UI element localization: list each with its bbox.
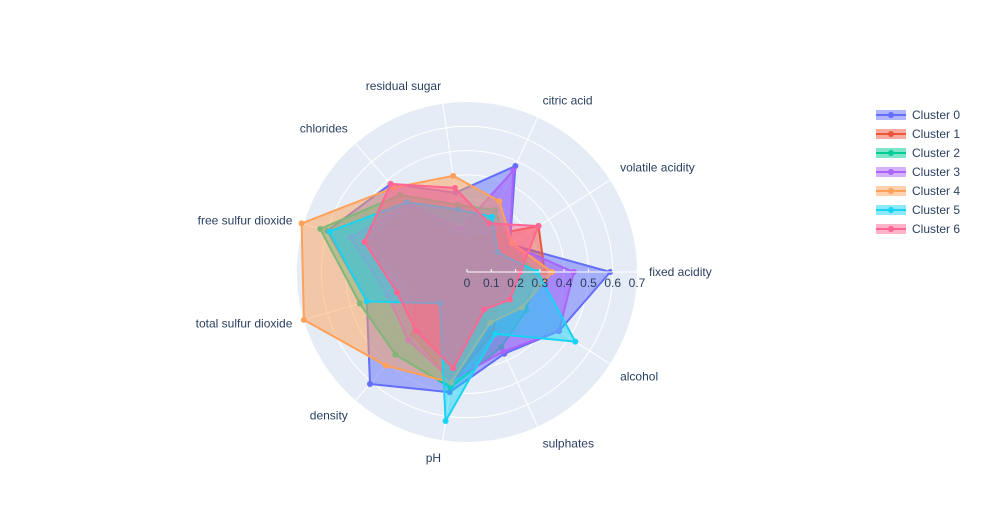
point-cluster-5-alcohol bbox=[572, 338, 579, 345]
axis-label-sulphates: sulphates bbox=[543, 437, 594, 451]
angular-axis-labels: fixed acidity volatile acidity citric acid… bbox=[196, 79, 712, 465]
point-cluster-3-citric-acid bbox=[510, 167, 517, 174]
point-cluster-4-citric-acid bbox=[496, 198, 503, 205]
point-cluster-6-free-sulfur-dioxide bbox=[361, 238, 368, 245]
point-cluster-0-density bbox=[366, 380, 373, 387]
point-cluster-6-total-sulfur-dioxide bbox=[394, 289, 401, 296]
legend: Cluster 0 Cluster 1 Cluster 2 Cluster 3 Clus… bbox=[876, 108, 960, 236]
radial-tick-label: 0.6 bbox=[604, 276, 621, 290]
point-cluster-4-total-sulfur-dioxide bbox=[300, 316, 307, 323]
radial-tick-label: 0.1 bbox=[483, 276, 500, 290]
legend-item-cluster-2: Cluster 2 bbox=[876, 146, 960, 160]
point-cluster-6-citric-acid bbox=[486, 220, 493, 227]
point-cluster-4-density bbox=[382, 362, 389, 369]
legend-label: Cluster 1 bbox=[912, 127, 960, 141]
legend-marker bbox=[888, 131, 894, 137]
legend-marker bbox=[888, 207, 894, 213]
point-cluster-6-density bbox=[413, 327, 420, 334]
point-cluster-4-residual-sugar bbox=[450, 172, 457, 179]
radial-tick-label: 0 bbox=[464, 276, 471, 290]
point-cluster-4-free-sulfur-dioxide bbox=[298, 220, 305, 227]
axis-label-total-sulfur-dioxide: total sulfur dioxide bbox=[196, 316, 293, 330]
radial-tick-label: 0.3 bbox=[532, 276, 549, 290]
axis-label-ph: pH bbox=[426, 451, 441, 465]
radial-axis: 0 0.1 0.2 0.3 0.4 0.5 0.6 0.7 bbox=[464, 269, 646, 290]
axis-label-density: density bbox=[310, 409, 348, 423]
axis-label-free-sulfur-dioxide: free sulfur dioxide bbox=[198, 214, 293, 228]
point-cluster-6-ph bbox=[450, 365, 457, 372]
axis-label-citric-acid: citric acid bbox=[543, 93, 593, 107]
area-cluster-6 bbox=[363, 182, 540, 370]
point-cluster-6-chlorides bbox=[387, 180, 394, 187]
legend-marker bbox=[888, 150, 894, 156]
legend-label: Cluster 4 bbox=[912, 184, 960, 198]
point-cluster-5-sulphates bbox=[492, 330, 499, 337]
radial-tick-label: 0.4 bbox=[556, 276, 573, 290]
point-cluster-6-alcohol bbox=[506, 296, 513, 303]
point-cluster-3-sulphates bbox=[500, 348, 507, 355]
legend-item-cluster-3: Cluster 3 bbox=[876, 165, 960, 179]
legend-item-cluster-6: Cluster 6 bbox=[876, 222, 960, 236]
point-cluster-5-citric-acid bbox=[489, 213, 496, 220]
axis-label-fixed-acidity: fixed acidity bbox=[649, 265, 712, 279]
axis-label-alcohol: alcohol bbox=[620, 369, 658, 383]
point-cluster-6-sulphates bbox=[481, 306, 488, 313]
legend-item-cluster-5: Cluster 5 bbox=[876, 203, 960, 217]
axis-label-volatile-acidity: volatile acidity bbox=[620, 161, 695, 175]
legend-marker bbox=[888, 112, 894, 118]
legend-label: Cluster 5 bbox=[912, 203, 960, 217]
axis-label-residual-sugar: residual sugar bbox=[366, 79, 441, 93]
point-cluster-5-ph bbox=[442, 418, 449, 425]
radial-tick-label: 0.7 bbox=[629, 276, 646, 290]
legend-label: Cluster 6 bbox=[912, 222, 960, 236]
legend-item-cluster-1: Cluster 1 bbox=[876, 127, 960, 141]
legend-item-cluster-0: Cluster 0 bbox=[876, 108, 960, 122]
cluster-traces bbox=[298, 162, 614, 425]
legend-label: Cluster 2 bbox=[912, 146, 960, 160]
legend-marker bbox=[888, 188, 894, 194]
point-cluster-5-free-sulfur-dioxide bbox=[326, 228, 333, 235]
axis-label-chlorides: chlorides bbox=[300, 122, 348, 136]
radial-tick-label: 0.5 bbox=[580, 276, 597, 290]
point-cluster-6-residual-sugar bbox=[451, 184, 458, 191]
legend-marker bbox=[888, 226, 894, 232]
legend-label: Cluster 0 bbox=[912, 108, 960, 122]
legend-label: Cluster 3 bbox=[912, 165, 960, 179]
legend-marker bbox=[888, 169, 894, 175]
point-cluster-6-volatile-acidity bbox=[535, 223, 542, 230]
legend-item-cluster-4: Cluster 4 bbox=[876, 184, 960, 198]
radial-tick-label: 0.2 bbox=[507, 276, 524, 290]
point-cluster-5-total-sulfur-dioxide bbox=[363, 298, 370, 305]
trace-cluster-6 bbox=[361, 180, 542, 372]
